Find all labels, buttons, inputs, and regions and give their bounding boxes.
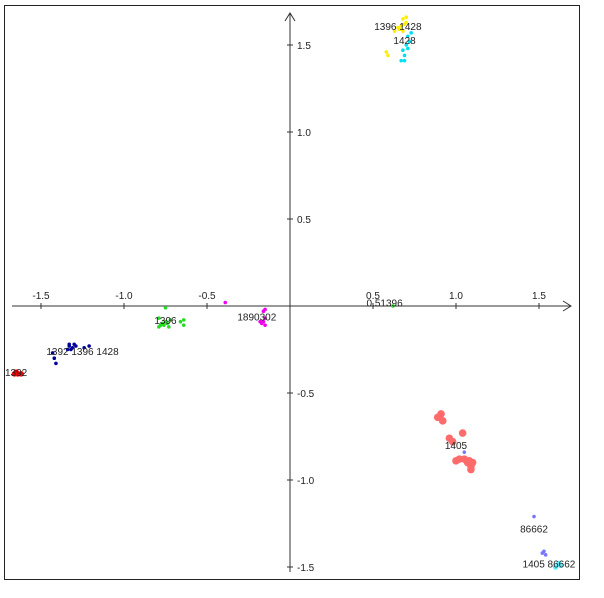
data-point [401, 29, 405, 33]
data-point [406, 34, 410, 39]
y-tick-label: -1.5 [297, 563, 315, 574]
data-point [263, 307, 267, 312]
point-annotation: 1396 [154, 316, 177, 327]
data-point [404, 20, 409, 25]
data-point [74, 344, 78, 348]
data-point [384, 50, 389, 54]
y-tick-label: -1.0 [297, 476, 315, 487]
data-point [438, 417, 447, 425]
data-point [87, 344, 91, 348]
data-point [263, 323, 267, 327]
data-point [52, 356, 57, 361]
data-point [386, 53, 390, 58]
data-point [532, 514, 536, 519]
point-annotation: 1428 [393, 36, 416, 47]
data-point [392, 29, 397, 33]
data-point [167, 325, 171, 329]
data-points [11, 15, 564, 570]
data-point [258, 319, 262, 324]
data-point [157, 316, 161, 320]
data-point [50, 351, 55, 355]
data-point [54, 361, 58, 366]
data-point [391, 304, 395, 308]
data-point [223, 300, 228, 305]
data-point [18, 371, 24, 377]
point-annotation: 1392 [5, 368, 28, 379]
y-tick-label: 1.0 [297, 128, 311, 139]
data-point [448, 437, 457, 446]
data-point [452, 457, 460, 465]
data-point [540, 551, 545, 555]
ticks: -1.5 -1.0 -0.5 0.5 1.0 1.5 1.5 1.0 0.5 -0.5 -1.0 -1… [32, 41, 546, 574]
data-point [396, 25, 400, 30]
annotations: 1396 1428 1428 1396 1890302 0.51396 1392 1396… [5, 22, 576, 571]
data-point [404, 15, 409, 19]
data-point [404, 43, 409, 47]
data-point [168, 318, 173, 322]
data-point [65, 347, 70, 352]
point-annotation: 86662 [520, 525, 548, 536]
point-annotation: 1405 [445, 441, 468, 452]
data-point [467, 465, 475, 474]
data-point [181, 323, 186, 327]
data-point [557, 562, 564, 569]
data-point [261, 319, 266, 324]
data-point [13, 369, 19, 375]
data-point [263, 316, 267, 320]
y-tick-label: 1.5 [297, 41, 311, 52]
data-point [70, 345, 75, 350]
y-tick-label: -0.5 [297, 389, 315, 400]
data-point [543, 553, 548, 557]
data-point [163, 305, 168, 310]
data-point [402, 53, 407, 58]
data-point [409, 31, 413, 35]
x-tick-label: -1.5 [32, 291, 50, 302]
data-point [401, 48, 405, 53]
x-axis-arrow [562, 300, 572, 312]
data-point [399, 24, 404, 28]
data-point [399, 58, 404, 63]
data-point [67, 342, 72, 347]
y-tick-label: 0.5 [297, 215, 311, 226]
data-point [160, 321, 164, 326]
point-annotation: 1890302 [237, 312, 276, 323]
data-point [462, 450, 467, 454]
data-point [82, 345, 86, 350]
x-tick-label: 0.5 [366, 291, 380, 302]
point-annotation: 1392 1396 1428 [46, 347, 119, 358]
x-tick-label: 1.5 [532, 291, 546, 302]
x-tick-label: 1.0 [449, 291, 463, 302]
data-point [165, 321, 169, 326]
data-point [552, 564, 559, 570]
x-tick-label: -0.5 [198, 291, 216, 302]
plot-frame [4, 5, 580, 580]
point-annotation: 1405 86662 [523, 560, 576, 571]
data-point [178, 319, 183, 324]
data-point [437, 410, 445, 418]
data-point [402, 58, 407, 63]
x-tick-label: -1.0 [115, 291, 133, 302]
data-point [181, 318, 186, 322]
axes [12, 12, 572, 572]
data-point [407, 39, 412, 44]
data-point [406, 46, 410, 51]
data-point [157, 325, 161, 329]
data-point [401, 17, 405, 21]
data-point [465, 457, 474, 465]
data-point [458, 429, 467, 437]
point-annotation: 0.51396 [367, 299, 404, 310]
point-annotation: 1396 1428 [374, 22, 422, 33]
y-axis-arrow [284, 12, 296, 22]
